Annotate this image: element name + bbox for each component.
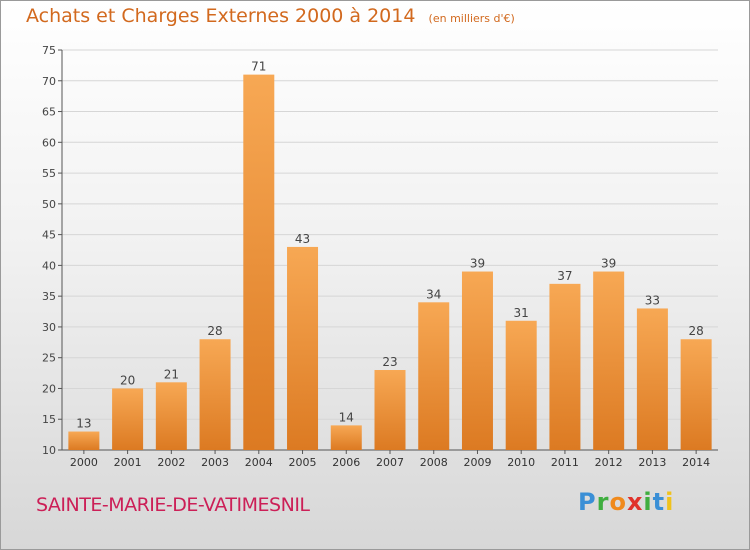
bar-2014: [680, 339, 712, 450]
y-tick-label: 20: [42, 382, 56, 395]
chart-title: Achats et Charges Externes 2000 à 2014: [26, 5, 416, 27]
data-label-2001: 20: [120, 373, 135, 387]
x-tick-label-2012: 2012: [595, 456, 623, 469]
chart-unit: (en milliers d'€): [428, 12, 515, 25]
data-label-2011: 37: [557, 269, 572, 283]
data-label-2009: 39: [470, 257, 485, 271]
x-tick-label-2010: 2010: [507, 456, 535, 469]
y-tick-label: 60: [42, 136, 56, 149]
data-label-2008: 34: [426, 287, 441, 301]
bar-2002: [155, 382, 187, 450]
bar-layer: [68, 74, 712, 450]
y-tick-label: 75: [42, 44, 56, 57]
bar-2009: [461, 271, 493, 450]
bar-2005: [287, 246, 319, 450]
y-tick-label: 35: [42, 290, 56, 303]
label-layer: 13 20 21 28 71 43 14 23 34 39 31 37 39 33 28: [76, 60, 704, 431]
x-tick-label-2000: 2000: [70, 456, 98, 469]
bar-2006: [330, 425, 362, 450]
data-label-2006: 14: [339, 410, 354, 424]
x-tick-label-2009: 2009: [463, 456, 491, 469]
y-tick-label: 10: [42, 444, 56, 457]
bar-2008: [418, 302, 450, 450]
y-tick-label: 25: [42, 352, 56, 365]
bar-2011: [549, 283, 581, 450]
data-label-2005: 43: [295, 232, 310, 246]
data-label-2012: 39: [601, 257, 616, 271]
data-label-2010: 31: [514, 306, 529, 320]
bar-2003: [199, 339, 231, 450]
data-label-2014: 28: [688, 324, 703, 338]
y-tick-label: 70: [42, 75, 56, 88]
y-tick-label: 40: [42, 259, 56, 272]
data-label-2007: 23: [382, 355, 397, 369]
bar-2004: [243, 74, 275, 450]
data-label-2003: 28: [207, 324, 222, 338]
x-tick-label-2005: 2005: [289, 456, 317, 469]
x-tick-label-2007: 2007: [376, 456, 404, 469]
x-tick-label-2001: 2001: [114, 456, 142, 469]
y-tick-label: 65: [42, 106, 56, 119]
y-tick-label: 30: [42, 321, 56, 334]
data-label-2002: 21: [164, 367, 179, 381]
bar-2013: [636, 308, 668, 450]
data-label-2000: 13: [76, 417, 91, 431]
proxiti-logo[interactable]: Proxiti: [578, 488, 675, 516]
x-tick-label-2004: 2004: [245, 456, 273, 469]
x-tick-label-2013: 2013: [638, 456, 666, 469]
x-tick-label-2006: 2006: [332, 456, 360, 469]
x-tick-label-2008: 2008: [420, 456, 448, 469]
x-tick-label-2003: 2003: [201, 456, 229, 469]
bar-2000: [68, 431, 100, 450]
commune-name: SAINTE-MARIE-DE-VATIMESNIL: [36, 494, 310, 516]
y-tick-label: 45: [42, 229, 56, 242]
y-tick-label: 50: [42, 198, 56, 211]
x-tick-label-2014: 2014: [682, 456, 710, 469]
y-tick-label: 55: [42, 167, 56, 180]
bar-2010: [505, 320, 537, 450]
data-label-2013: 33: [645, 293, 660, 307]
y-tick-label: 15: [42, 413, 56, 426]
bar-2001: [112, 388, 144, 450]
x-tick-label-2002: 2002: [157, 456, 185, 469]
chart-title-group: Achats et Charges Externes 2000 à 2014 (…: [26, 5, 515, 27]
x-tick-label-2011: 2011: [551, 456, 579, 469]
bar-2012: [593, 271, 625, 450]
data-label-2004: 71: [251, 60, 266, 74]
bar-2007: [374, 370, 406, 450]
